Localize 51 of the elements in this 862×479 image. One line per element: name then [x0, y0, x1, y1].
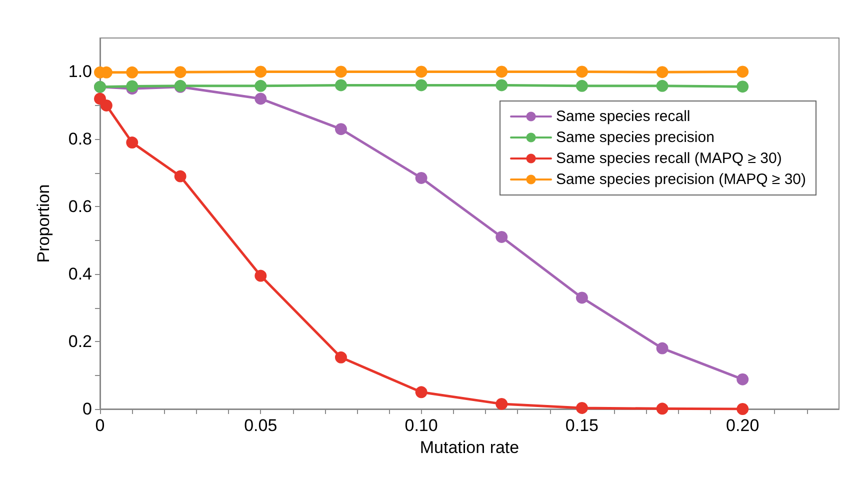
- point: [254, 80, 267, 92]
- point: [174, 170, 186, 182]
- point: [126, 136, 138, 149]
- point: [736, 80, 749, 93]
- x-tick-label: 0: [95, 416, 105, 435]
- point: [254, 66, 267, 78]
- y-tick-label: 1.0: [68, 62, 92, 82]
- point: [576, 292, 588, 304]
- point: [576, 402, 588, 414]
- point: [496, 230, 508, 243]
- point: [126, 66, 138, 78]
- legend-label: Same species recall: [556, 108, 690, 125]
- point: [576, 66, 588, 78]
- point: [415, 386, 428, 398]
- point: [496, 398, 508, 410]
- legend-label: Same species recall (MAPQ ≥ 30): [556, 150, 782, 167]
- point: [100, 99, 112, 112]
- point: [254, 92, 267, 105]
- x-tick-label: 0.15: [565, 416, 599, 435]
- point: [736, 66, 749, 78]
- x-axis-title: Mutation rate: [420, 438, 520, 457]
- point: [415, 172, 428, 184]
- point: [415, 79, 428, 92]
- point: [656, 66, 668, 78]
- legend-label: Same species precision: [556, 129, 714, 146]
- x-tick-label: 0.10: [404, 416, 438, 435]
- point: [334, 123, 347, 136]
- y-tick-label: 0.4: [68, 264, 92, 284]
- point: [174, 66, 186, 78]
- y-tick-label: 0.2: [68, 332, 92, 352]
- point: [415, 66, 428, 78]
- point: [334, 79, 347, 92]
- point: [254, 270, 267, 282]
- y-tick-label: 0.8: [68, 130, 92, 149]
- point: [496, 66, 508, 78]
- point: [576, 80, 588, 92]
- point: [736, 403, 749, 415]
- x-tick-label: 0.20: [726, 416, 760, 435]
- point: [656, 402, 668, 415]
- point: [334, 66, 347, 78]
- point: [656, 80, 668, 92]
- point: [334, 351, 347, 364]
- point: [126, 80, 138, 92]
- point: [496, 79, 508, 92]
- y-axis-title: Proportion: [34, 184, 53, 263]
- y-tick-label: 0: [82, 400, 92, 418]
- point: [736, 373, 749, 386]
- x-tick-label: 0.05: [244, 416, 278, 435]
- point: [656, 342, 668, 354]
- y-tick-label: 0.6: [68, 197, 92, 216]
- legend-label: Same species precision (MAPQ ≥ 30): [556, 171, 806, 188]
